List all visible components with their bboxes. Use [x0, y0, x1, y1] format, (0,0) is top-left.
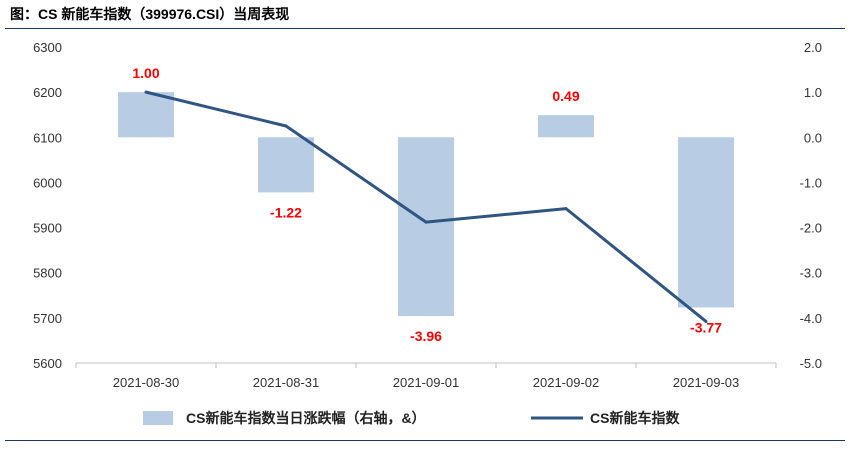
y-left-tick-label: 6100	[33, 130, 62, 145]
axes: 6300 6200 6100 6000 5900 5800 5700 5600 2.0 1.0 0.…	[33, 40, 822, 390]
bar	[538, 115, 594, 138]
x-tick-label: 2021-08-31	[253, 375, 320, 390]
y-right-tick-label: -4.0	[800, 311, 822, 326]
data-labels: 1.00 -1.22 -3.96 0.49 -3.77	[132, 65, 722, 344]
y-right-tick-label: -2.0	[800, 221, 822, 236]
y-right-tick-label: 0.0	[804, 130, 822, 145]
bar-data-label: -1.22	[270, 204, 302, 220]
bar-data-label: -3.96	[410, 328, 442, 344]
bar	[118, 92, 174, 138]
y-right-tick-label: -1.0	[800, 175, 822, 190]
y-left-tick-label: 6200	[33, 85, 62, 100]
y-left-tick-label: 5600	[33, 356, 62, 371]
legend-line-label: CS新能车指数	[590, 410, 680, 426]
line-point	[564, 207, 568, 211]
line-point	[284, 124, 288, 128]
bar	[678, 137, 734, 308]
bar-series	[118, 92, 734, 317]
line-point	[144, 90, 148, 94]
y-left-tick-label: 6300	[33, 40, 62, 55]
legend-bar-label: CS新能车指数当日涨跌幅（右轴，&）	[186, 410, 426, 426]
chart-title: 图：CS 新能车指数（399976.CSI）当周表现	[10, 6, 290, 22]
x-tick-label: 2021-09-01	[393, 375, 460, 390]
legend-bar-swatch	[143, 411, 173, 425]
y-left-tick-label: 5900	[33, 221, 62, 236]
bar-data-label: 1.00	[132, 65, 159, 81]
y-right-tick-label: 2.0	[804, 40, 822, 55]
top-rule	[5, 28, 845, 29]
bar-data-label: 0.49	[552, 88, 579, 104]
y-left-tick-label: 5800	[33, 266, 62, 281]
x-tick-label: 2021-08-30	[113, 375, 180, 390]
bar	[258, 137, 314, 193]
bottom-rule	[5, 440, 845, 441]
y-left-tick-label: 6000	[33, 175, 62, 190]
line-point	[424, 220, 428, 224]
y-right-tick-label: -5.0	[800, 356, 822, 371]
x-tick-label: 2021-09-02	[533, 375, 600, 390]
y-right-tick-label: -3.0	[800, 266, 822, 281]
legend: CS新能车指数当日涨跌幅（右轴，&） CS新能车指数	[143, 410, 680, 426]
line-point	[704, 319, 708, 323]
y-right-tick-label: 1.0	[804, 85, 822, 100]
bar-data-label: -3.77	[690, 319, 722, 335]
line-series	[144, 90, 708, 323]
x-tick-label: 2021-09-03	[673, 375, 740, 390]
y-left-tick-label: 5700	[33, 311, 62, 326]
bar	[398, 137, 454, 317]
